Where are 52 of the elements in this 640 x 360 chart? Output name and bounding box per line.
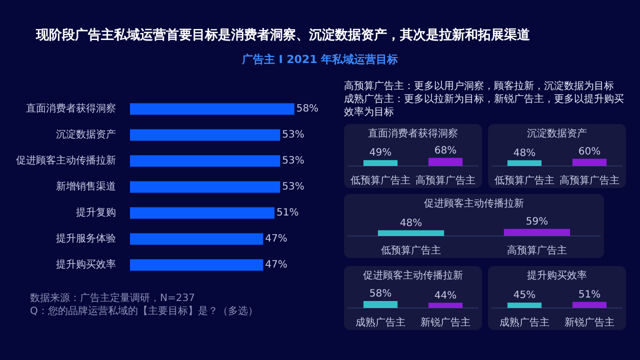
chart-title: 直面消费者获得洞察 bbox=[368, 128, 458, 140]
data-label: 49% bbox=[369, 148, 392, 159]
x-tick-label: 低预算广告主 bbox=[494, 174, 554, 187]
text: 成熟广告主：更多以拉新为目标，新锐广告主，更多以提升购买效率为目标 bbox=[344, 93, 625, 119]
source-note: 数据来源：广告主定量调研，N=237 bbox=[30, 292, 196, 305]
y-tick-label: 沉淀数据资产 bbox=[56, 128, 116, 141]
data-label: 58% bbox=[296, 104, 319, 115]
text: 高预算广告主：更多以用户洞察，顾客拉新，沉淀数据为目标 bbox=[344, 80, 615, 93]
data-label: 68% bbox=[434, 145, 457, 156]
bar bbox=[130, 181, 280, 193]
data-label: 47% bbox=[265, 260, 288, 271]
chart-title: 促进顾客主动传播拉新 bbox=[424, 198, 524, 210]
x-tick-label: 低预算广告主 bbox=[381, 244, 441, 257]
x-tick-label: 高预算广告主 bbox=[560, 174, 620, 187]
x-tick-label: 高预算广告主 bbox=[416, 174, 476, 187]
y-tick-label: 提升服务体验 bbox=[56, 232, 116, 245]
data-label: 48% bbox=[400, 218, 422, 229]
data-label: 48% bbox=[513, 148, 536, 159]
data-label: 58% bbox=[369, 288, 392, 300]
y-tick-label: 新增销售渠道 bbox=[56, 180, 116, 193]
data-label: 45% bbox=[513, 290, 536, 302]
data-label: 44% bbox=[434, 290, 457, 302]
bar bbox=[130, 155, 280, 167]
bar bbox=[130, 233, 264, 245]
data-label: 47% bbox=[265, 234, 288, 245]
chart-title: 提升购买效率 bbox=[527, 270, 587, 282]
data-label: 59% bbox=[526, 216, 548, 228]
x-tick-label: 成熟广告主 bbox=[500, 316, 550, 329]
x-tick-label: 高预算广告主 bbox=[507, 244, 567, 257]
text: 广告主 I 2021 年私域运营目标 bbox=[240, 52, 400, 67]
y-tick-label: 促进顾客主动传播拉新 bbox=[16, 154, 116, 167]
chart-title: 促进顾客主动传播拉新 bbox=[363, 270, 463, 282]
x-tick-label: 成熟广告主 bbox=[356, 316, 406, 329]
x-tick-label: 新锐广告主 bbox=[420, 316, 470, 329]
y-tick-label: 直面消费者获得洞察 bbox=[26, 102, 116, 115]
chart-title: 现阶段广告主私域运营首要目标是消费者洞察、沉淀数据资产，其次是拉新和拓展渠道 bbox=[36, 26, 530, 44]
data-label: 51% bbox=[276, 208, 299, 219]
data-label: 53% bbox=[282, 182, 304, 193]
x-tick-label: 低预算广告主 bbox=[350, 174, 410, 187]
data-label: 53% bbox=[282, 156, 304, 167]
bar bbox=[130, 129, 280, 141]
bar bbox=[130, 103, 294, 115]
data-label: 60% bbox=[578, 146, 601, 158]
x-tick-label: 新锐广告主 bbox=[564, 316, 614, 329]
data-label: 53% bbox=[282, 130, 304, 141]
text: Q：您的品牌运营私域的【主要目标】是？（多选） bbox=[30, 305, 258, 318]
bar bbox=[130, 259, 264, 271]
y-tick-label: 提升购买效率 bbox=[56, 258, 116, 271]
chart-title: 沉淀数据资产 bbox=[527, 128, 587, 140]
bar bbox=[130, 207, 274, 219]
y-tick-label: 提升复购 bbox=[76, 206, 116, 219]
data-label: 51% bbox=[578, 289, 601, 300]
